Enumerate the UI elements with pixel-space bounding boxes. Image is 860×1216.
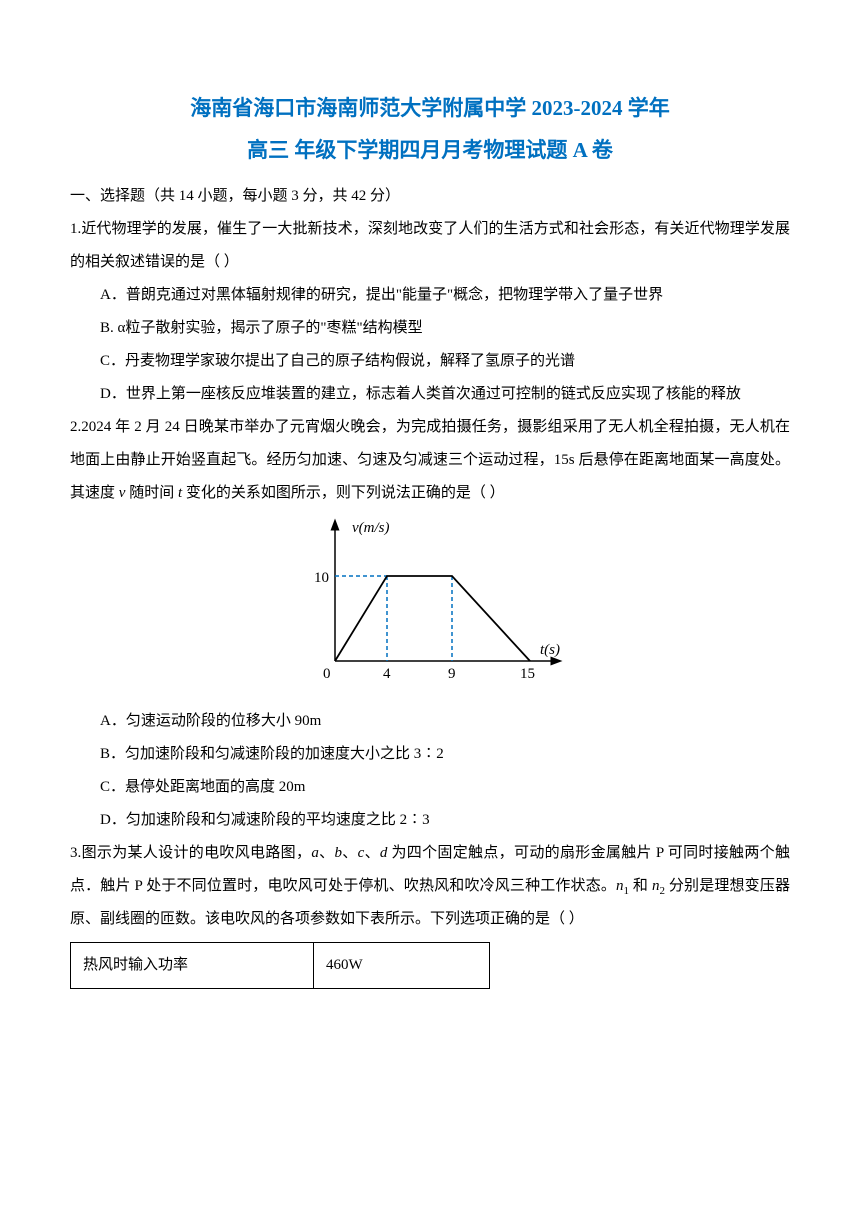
q3-b: b	[334, 845, 342, 861]
x-tick-9: 9	[448, 666, 456, 682]
q2-stem: 2.2024 年 2 月 24 日晚某市举办了元宵烟火晚会，为完成拍摄任务，摄影…	[70, 411, 790, 510]
q2-option-a: A．匀速运动阶段的位移大小 90m	[70, 705, 790, 738]
table-cell-value: 460W	[314, 942, 490, 988]
x-tick-15: 15	[520, 666, 535, 682]
q2-option-b: B．匀加速阶段和匀减速阶段的加速度大小之比 3∶2	[70, 738, 790, 771]
q3-a: a	[311, 845, 319, 861]
table-row: 热风时输入功率 460W	[71, 942, 490, 988]
q3-s2: 、	[342, 845, 358, 861]
q3-n1: n	[616, 878, 624, 894]
velocity-chart: v(m/s) t(s) 10 0 4 9 15	[70, 516, 790, 699]
table-cell-label: 热风时输入功率	[71, 942, 314, 988]
x-tick-0: 0	[323, 666, 331, 682]
q3-s1: 、	[319, 845, 335, 861]
parameter-table: 热风时输入功率 460W	[70, 942, 490, 989]
q1-option-b: B. α粒子散射实验，揭示了原子的"枣糕"结构模型	[70, 312, 790, 345]
exam-title-line1: 海南省海口市海南师范大学附属中学 2023-2024 学年	[70, 90, 790, 128]
q1-option-d: D．世界上第一座核反应堆装置的建立，标志着人类首次通过可控制的链式反应实现了核能…	[70, 378, 790, 411]
velocity-line	[335, 576, 530, 661]
q1-stem: 1.近代物理学的发展，催生了一大批新技术，深刻地改变了人们的生活方式和社会形态，…	[70, 213, 790, 279]
y-axis-label: v(m/s)	[352, 520, 390, 536]
q3-p1: 3.图示为某人设计的电吹风电路图，	[70, 845, 311, 861]
chart-svg: v(m/s) t(s) 10 0 4 9 15	[290, 516, 570, 686]
q2-option-c: C．悬停处距离地面的高度 20m	[70, 771, 790, 804]
q2-stem-mid: 随时间	[125, 485, 178, 501]
q3-s3: 、	[364, 845, 380, 861]
y-tick-10: 10	[314, 570, 329, 586]
x-axis-label: t(s)	[540, 642, 560, 658]
q2-stem-after: 变化的关系如图所示，则下列说法正确的是（ ）	[182, 485, 505, 501]
q3-and: 和	[629, 878, 652, 894]
section-header: 一、选择题（共 14 小题，每小题 3 分，共 42 分）	[70, 180, 790, 213]
x-tick-4: 4	[383, 666, 391, 682]
q3-stem: 3.图示为某人设计的电吹风电路图，a、b、c、d 为四个固定触点，可动的扇形金属…	[70, 837, 790, 936]
q2-option-d: D．匀加速阶段和匀减速阶段的平均速度之比 2∶3	[70, 804, 790, 837]
exam-title-line2: 高三 年级下学期四月月考物理试题 A 卷	[70, 132, 790, 170]
q1-option-c: C．丹麦物理学家玻尔提出了自己的原子结构假说，解释了氢原子的光谱	[70, 345, 790, 378]
q1-option-a: A．普朗克通过对黑体辐射规律的研究，提出"能量子"概念，把物理学带入了量子世界	[70, 279, 790, 312]
